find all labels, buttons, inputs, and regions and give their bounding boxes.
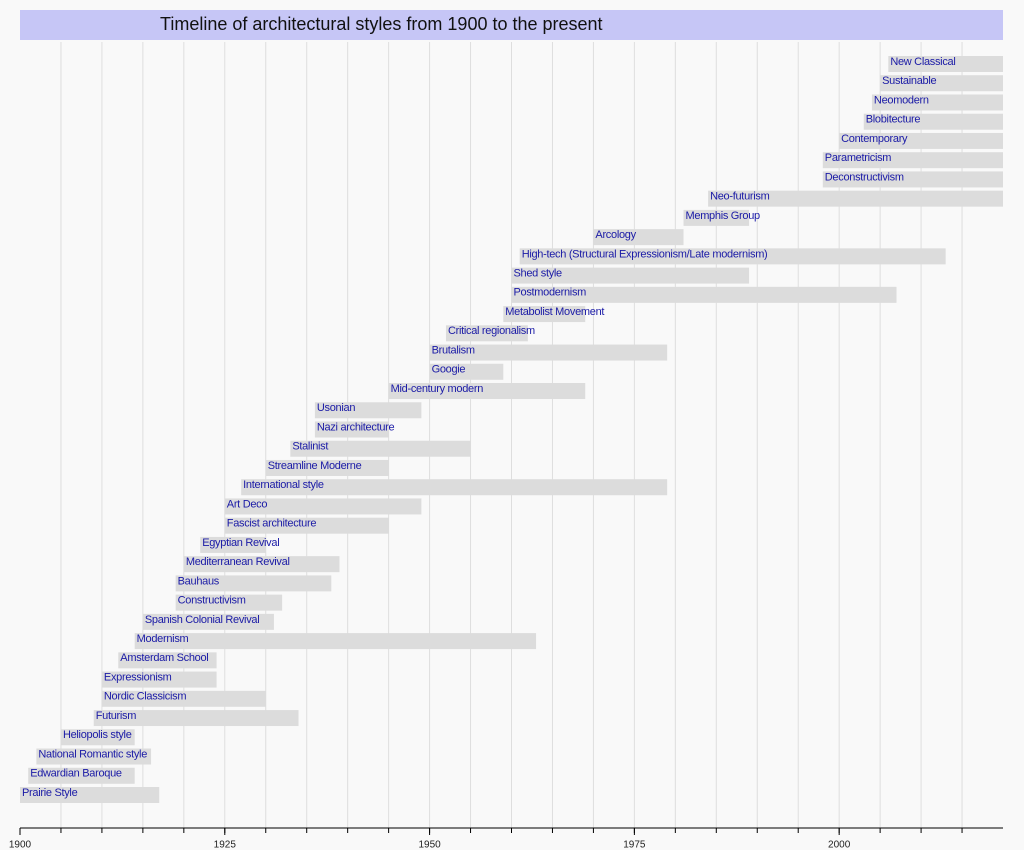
x-tick-label: 1925 (214, 840, 237, 850)
bar (290, 440, 471, 457)
bar-label: Parametricism (825, 152, 892, 164)
bar (511, 286, 897, 303)
bar (265, 459, 389, 476)
chart-title: Timeline of architectural styles from 19… (160, 14, 603, 34)
bar-label: New Classical (890, 56, 955, 68)
bar (314, 421, 389, 438)
bar-label: Art Deco (227, 498, 268, 510)
bar-label: Googie (432, 364, 466, 376)
bar (118, 652, 217, 669)
bar (175, 594, 283, 611)
bar (871, 94, 1003, 111)
bar-label: Mediterranean Revival (186, 556, 290, 568)
bar (519, 248, 946, 265)
bar-label: Shed style (514, 268, 563, 280)
bar (511, 267, 750, 284)
bar (93, 710, 299, 727)
bar (880, 75, 1003, 92)
bar-label: Usonian (317, 402, 355, 414)
bar-label: Neomodern (874, 94, 929, 106)
bar (101, 671, 217, 688)
bar (60, 729, 135, 746)
bar (683, 209, 750, 226)
x-tick-label: 1950 (418, 840, 441, 850)
bar (28, 767, 135, 784)
bar-label: Futurism (96, 710, 137, 722)
bar-label: Stalinist (292, 441, 328, 453)
bar-label: Streamline Moderne (268, 460, 362, 472)
bar-label: Nazi architecture (317, 421, 395, 433)
bar (314, 402, 422, 419)
bar (822, 152, 1003, 169)
bar-label: Deconstructivism (825, 171, 904, 183)
bar (241, 479, 668, 496)
bar-label: Amsterdam School (120, 652, 208, 664)
bar (888, 56, 1003, 72)
x-tick-label: 1900 (9, 840, 32, 850)
bar (839, 132, 1003, 149)
bar-label: Expressionism (104, 671, 172, 683)
bar (183, 556, 340, 573)
bar-label: Prairie Style (22, 787, 78, 799)
bar (36, 748, 152, 765)
bar (101, 690, 266, 707)
bar (593, 229, 684, 246)
bar (429, 363, 504, 380)
bar-label: Arcology (595, 229, 636, 241)
bar-label: Contemporary (841, 133, 908, 145)
bar-label: Mid-century modern (391, 383, 484, 395)
bar (142, 613, 274, 630)
bar-label: Critical regionalism (448, 325, 535, 337)
bar-label: National Romantic style (38, 748, 147, 760)
bar-label: Fascist architecture (227, 518, 317, 530)
bar-label: Egyptian Revival (202, 537, 279, 549)
bar (503, 306, 586, 323)
bar-label: Constructivism (178, 595, 246, 607)
bar (224, 517, 389, 534)
bar-label: Blobitecture (866, 114, 921, 126)
bar-label: Spanish Colonial Revival (145, 614, 259, 626)
bar-label: Modernism (137, 633, 189, 645)
bar-label: Nordic Classicism (104, 691, 186, 703)
bar (200, 536, 266, 553)
bar (20, 787, 160, 803)
bar (134, 633, 537, 650)
bar-label: Postmodernism (514, 287, 587, 299)
bar-label: Metabolist Movement (505, 306, 604, 318)
bar (388, 383, 586, 400)
bar-label: High-tech (Structural Expressionism/Late… (522, 248, 768, 260)
x-tick-label: 2000 (828, 840, 851, 850)
x-tick-label: 1975 (623, 840, 646, 850)
bar-label: Neo-futurism (710, 191, 769, 203)
bar (445, 325, 528, 342)
bar-label: Brutalism (432, 344, 475, 356)
bar (822, 171, 1003, 188)
bar-label: Sustainable (882, 75, 936, 87)
title-bar (20, 10, 1003, 40)
bar (224, 498, 422, 515)
bar-label: Edwardian Baroque (30, 768, 122, 780)
bar (175, 575, 332, 592)
bar-label: International style (243, 479, 324, 491)
bar (863, 113, 1003, 130)
bar (429, 344, 668, 361)
bar-label: Heliopolis style (63, 729, 132, 741)
bar-label: Memphis Group (686, 210, 761, 222)
bar-label: Bauhaus (178, 575, 220, 587)
bar (708, 190, 1003, 207)
